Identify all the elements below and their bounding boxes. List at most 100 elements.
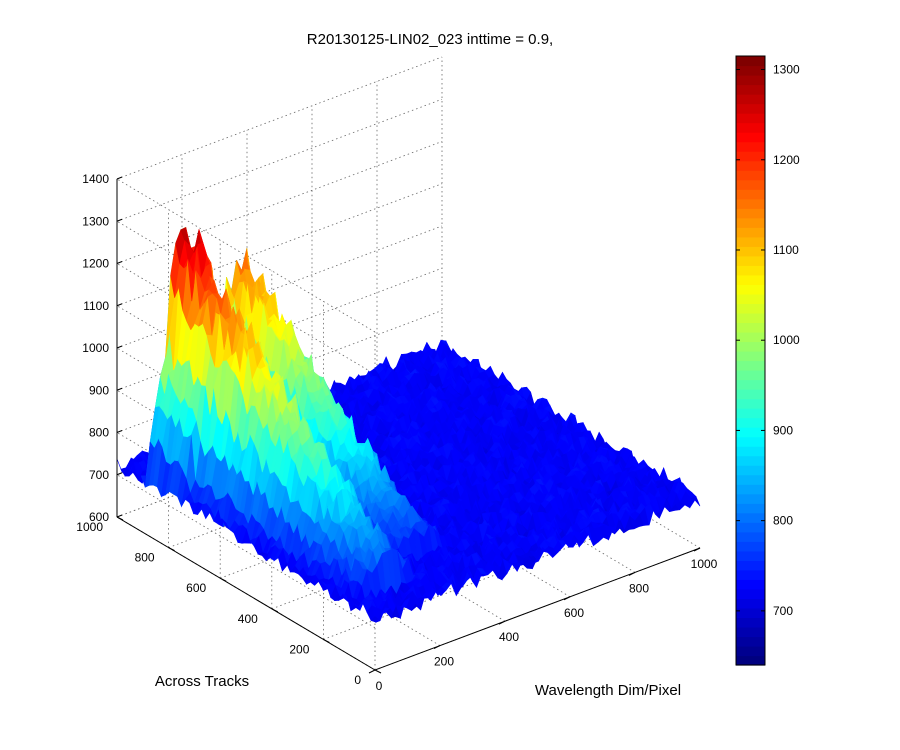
colorbar-segment (736, 370, 765, 381)
y-tick (116, 516, 124, 521)
grid-line (116, 56, 443, 180)
colorbar-segment (736, 350, 765, 362)
colorbar-segment (736, 246, 765, 257)
colorbar-segment (736, 198, 765, 209)
surface (116, 226, 701, 623)
colorbar-segment (736, 141, 765, 152)
colorbar-segment (736, 322, 765, 333)
x-tick-label: 0 (376, 679, 383, 693)
z-tick-label: 600 (89, 510, 109, 524)
colorbar-segment (736, 113, 765, 124)
x-tick-label: 1000 (691, 557, 718, 571)
y-tick-label: 0 (354, 673, 361, 687)
colorbar-tick-label: 800 (773, 514, 793, 528)
x-tick-label: 400 (499, 630, 519, 644)
surface-patch (658, 467, 669, 481)
colorbar-segment (736, 389, 765, 400)
colorbar-segment (736, 75, 765, 86)
colorbar-frame (735, 55, 766, 666)
y-tick (323, 638, 330, 643)
z-tick (116, 514, 123, 518)
z-tick (116, 430, 123, 433)
y-tick (271, 608, 279, 613)
y-tick-label: 400 (238, 612, 258, 626)
colorbar-tick-label: 1000 (773, 333, 800, 347)
colorbar-segment (736, 151, 765, 162)
colorbar-segment (736, 227, 765, 238)
colorbar-segment (736, 427, 765, 438)
y-axis-label: Across Tracks (155, 673, 249, 690)
z-tick-label: 1200 (82, 257, 109, 271)
colorbar-segment (736, 484, 765, 495)
colorbar-segment (736, 274, 765, 285)
y-tick-label: 200 (289, 642, 309, 656)
colorbar-segment (736, 541, 765, 552)
colorbar-segment (736, 436, 765, 447)
colorbar-segment (736, 94, 765, 105)
colorbar-segment (736, 550, 765, 561)
grid-line (116, 183, 443, 307)
grid-line (116, 98, 443, 222)
colorbar-segment (736, 598, 765, 609)
axes: 600 700 800 900 1000 1100 1200 1300 1400 0 200 400 6… (76, 172, 717, 693)
colorbar-segment (736, 360, 765, 371)
grid-line (116, 310, 443, 433)
colorbar-segment (736, 560, 765, 571)
colorbar-segment (736, 170, 765, 181)
y-tick-label: 800 (135, 551, 155, 565)
y-tick (168, 547, 175, 552)
colorbar-segment (736, 607, 765, 619)
plot-area: 600 700 800 900 1000 1100 1200 1300 1400 0 200 400 6… (76, 56, 718, 693)
x-axis-line (374, 547, 701, 671)
colorbar-segment (736, 408, 765, 419)
colorbar-segment (736, 293, 765, 305)
colorbar-segment (736, 208, 765, 219)
colorbar-segment (736, 379, 765, 390)
colorbar-segment (736, 645, 765, 657)
colorbar-segment (736, 303, 765, 314)
colorbar-segment (736, 398, 765, 409)
x-tick (498, 620, 506, 625)
colorbar-segment (736, 255, 765, 266)
colorbar-segment (736, 455, 765, 466)
z-tick-label: 1300 (82, 214, 109, 228)
y-tick-label: 1000 (76, 520, 103, 534)
z-tick (116, 303, 123, 307)
colorbar-segment (736, 284, 765, 295)
colorbar-segment (736, 217, 765, 228)
x-axis-label: Wavelength Dim/Pixel (535, 682, 681, 699)
colorbar-segment (736, 179, 765, 190)
z-tick-label: 700 (89, 468, 109, 482)
colorbar-tick-label: 1200 (773, 153, 800, 167)
x-tick (628, 571, 636, 576)
z-tick (116, 345, 123, 349)
x-tick (433, 645, 441, 650)
x-tick (693, 547, 701, 552)
colorbar-segment (736, 503, 765, 514)
colorbar-segment (736, 122, 765, 133)
colorbar-segment (736, 446, 765, 457)
colorbar-segment (736, 617, 765, 628)
grid-line (116, 141, 443, 264)
z-tick-label: 1000 (82, 341, 109, 355)
colorbar-segment (736, 341, 765, 352)
grid-line (116, 474, 376, 629)
z-tick (116, 472, 123, 476)
x-tick-label: 800 (629, 581, 649, 595)
colorbar-segment (736, 531, 765, 542)
colorbar-segment (736, 417, 765, 428)
colorbar-segment (736, 160, 765, 171)
z-tick-label: 1100 (83, 299, 109, 313)
colorbar-segment (736, 265, 765, 276)
colorbar-segment (736, 636, 765, 647)
colorbar-segment (736, 626, 765, 638)
z-tick (116, 261, 123, 264)
colorbar-segment (736, 465, 765, 476)
grid-line (116, 267, 443, 391)
grid-line (116, 225, 443, 349)
x-tick (368, 669, 376, 674)
surface-patch (690, 496, 701, 507)
y-axis-line (116, 516, 376, 671)
colorbar-segment (736, 569, 765, 580)
